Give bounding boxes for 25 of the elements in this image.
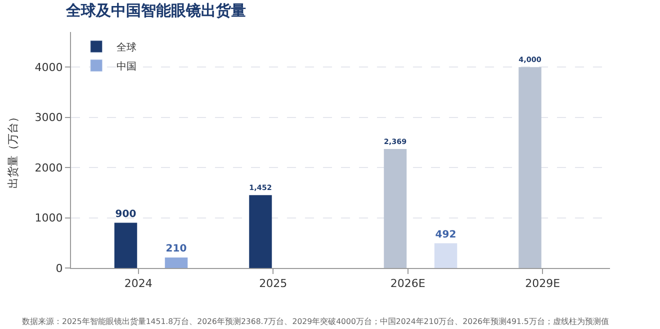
y-tick-label: 0 [56,262,63,275]
y-tick-label: 3000 [34,111,63,124]
y-tick-label: 2000 [34,161,63,174]
x-tick-label: 2024 [124,277,152,290]
data-label: 900 [115,208,136,220]
data-label: 2,369 [384,136,407,146]
data-label: 4,000 [518,54,542,64]
legend-label: 全球 [116,41,136,54]
legend-label: 中国 [116,60,136,72]
bar [164,257,188,268]
y-tick-label: 4000 [34,61,63,74]
data-label: 210 [166,243,187,254]
x-tick-label: 2026E [390,277,426,290]
bar [518,67,542,268]
y-axis-title: 出货量（万台） [6,112,20,188]
bar [434,243,458,268]
y-tick-label: 1000 [34,212,63,225]
bar [249,195,272,268]
chart-title: 全球及中国智能眼镜出货量 [65,1,246,20]
x-tick-label: 2025 [259,277,288,290]
x-tick-label: 2029E [525,277,560,290]
bar [384,149,407,268]
bar [114,222,138,268]
data-label: 492 [435,229,456,240]
data-label: 1,452 [249,182,272,192]
